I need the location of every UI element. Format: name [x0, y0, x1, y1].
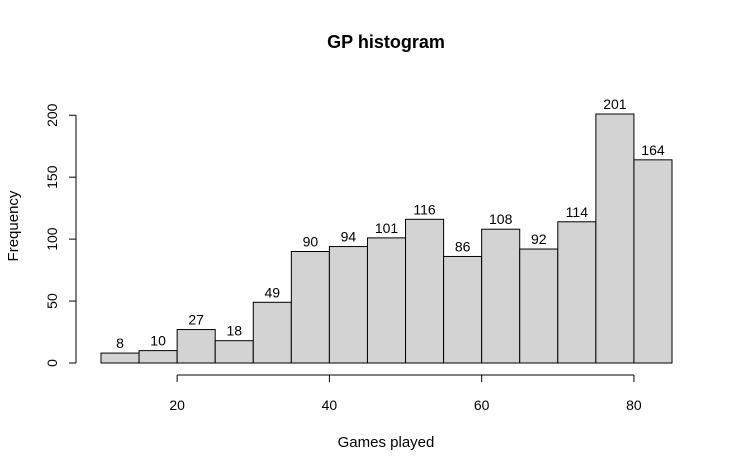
- histogram-bar: [366, 237, 407, 364]
- histogram-bar: [595, 113, 635, 364]
- bar-value-label: 8: [116, 335, 124, 351]
- bar-labels-group: 8 10 27 18 49 90 94 101 116 86 108 92 114 201 164: [116, 96, 665, 351]
- histogram-bar: [252, 301, 292, 364]
- bar-value-label: 164: [641, 142, 665, 158]
- histogram-bar: [290, 251, 330, 364]
- y-tick-label: 150: [44, 165, 60, 189]
- histogram-bar: [633, 159, 673, 364]
- bar-value-label: 27: [188, 312, 204, 328]
- histogram-bar: [557, 221, 597, 364]
- histogram-bar: [481, 228, 521, 364]
- y-tick-label: 100: [44, 227, 60, 251]
- x-axis-label: Games played: [338, 434, 435, 451]
- bar-value-label: 116: [413, 201, 436, 217]
- x-tick-label: 60: [474, 397, 490, 413]
- histogram-bar: [100, 352, 140, 364]
- histogram-bar: [328, 246, 368, 364]
- bars-group: [100, 113, 673, 364]
- histogram-bar: [138, 350, 178, 364]
- chart-title: GP histogram: [327, 32, 445, 52]
- bar-value-label: 94: [341, 229, 357, 245]
- histogram-bar: [214, 340, 254, 364]
- bar-value-label: 90: [303, 234, 319, 250]
- y-axis-label: Frequency: [5, 190, 22, 261]
- x-tick-label: 80: [626, 397, 642, 413]
- histogram-bar: [176, 329, 216, 364]
- x-tick-label: 20: [169, 397, 185, 413]
- histogram-bar: [443, 255, 483, 364]
- y-axis: 0 50 100 150 200: [44, 103, 77, 367]
- y-tick-label: 200: [44, 103, 60, 127]
- x-axis: 20 40 60 80: [169, 374, 642, 413]
- bar-value-label: 86: [455, 238, 471, 254]
- y-tick-label: 50: [44, 293, 60, 309]
- bar-value-label: 92: [531, 231, 547, 247]
- bar-value-label: 201: [603, 96, 627, 112]
- bar-value-label: 114: [566, 204, 589, 220]
- bar-value-label: 18: [226, 323, 242, 339]
- bar-value-label: 101: [375, 220, 399, 236]
- bar-value-label: 49: [265, 284, 281, 300]
- y-tick-label: 0: [44, 359, 60, 367]
- histogram-bar: [405, 218, 445, 364]
- bar-value-label: 10: [150, 333, 166, 349]
- histogram-bar: [519, 248, 559, 364]
- bar-value-label: 108: [489, 211, 513, 227]
- x-tick-label: 40: [322, 397, 338, 413]
